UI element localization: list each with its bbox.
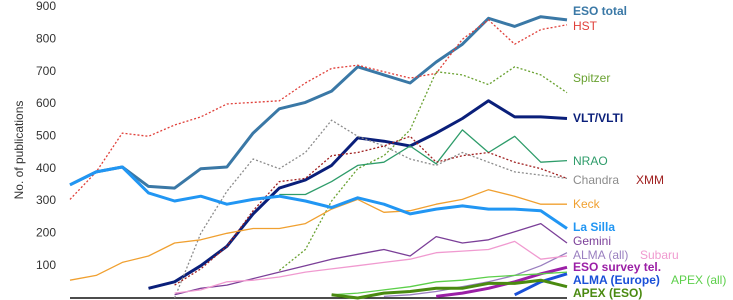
legend-label: Subaru	[640, 248, 679, 262]
series-line	[279, 129, 568, 196]
y-tick-label: 300	[36, 193, 56, 207]
series-line	[331, 271, 568, 296]
y-tick-label: 700	[36, 64, 56, 78]
y-tick-label: 100	[36, 258, 56, 272]
legend-label: Keck	[573, 197, 601, 211]
series-line	[436, 265, 568, 298]
series-line	[514, 272, 568, 297]
y-tick-label: 600	[36, 96, 56, 110]
series-line	[174, 222, 568, 296]
legend-label: ALMA (Europe)	[573, 273, 660, 287]
legend-label: ESO total	[573, 4, 627, 18]
legend-label: HST	[573, 19, 598, 33]
y-axis-title: No. of publications	[12, 101, 26, 200]
series-line	[69, 15, 568, 190]
series-line	[173, 119, 568, 299]
legend-label: NRAO	[573, 154, 608, 168]
legend-label: ESO survey tel.	[573, 260, 661, 274]
series-line	[278, 66, 568, 272]
series-line	[174, 135, 568, 286]
y-tick-label: 400	[36, 161, 56, 175]
legend-label: Chandra	[573, 173, 619, 187]
series-line	[383, 252, 568, 298]
series-line	[331, 278, 568, 300]
legend-label: ALMA (all)	[573, 248, 628, 262]
series-line	[69, 165, 568, 230]
series-line	[174, 240, 568, 294]
legend-label: APEX (ESO)	[573, 286, 642, 300]
series-line	[148, 99, 568, 290]
legend-label: VLT/VLTI	[573, 111, 623, 125]
legend-label: XMM	[636, 173, 664, 187]
y-tick-label: 500	[36, 129, 56, 143]
y-tick-label: 200	[36, 226, 56, 240]
legend-label: Spitzer	[573, 71, 610, 85]
y-tick-label: 800	[36, 32, 56, 46]
legend-label: La Silla	[573, 220, 615, 234]
legend-label: APEX (all)	[671, 273, 726, 287]
y-tick-label: 900	[36, 0, 56, 13]
series-line	[69, 189, 567, 281]
legend-label: Gemini	[573, 234, 611, 248]
